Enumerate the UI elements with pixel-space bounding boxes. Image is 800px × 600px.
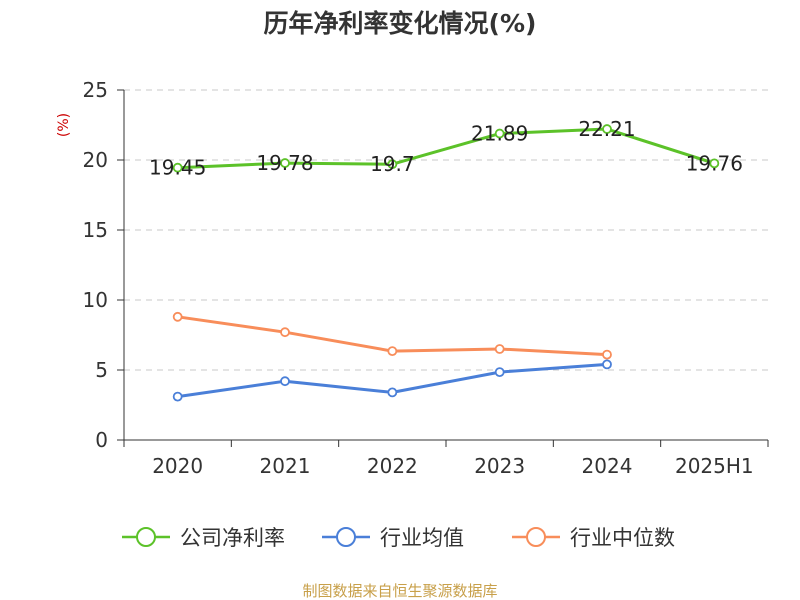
grid-lines	[124, 89, 768, 371]
legend-marker	[336, 527, 356, 547]
data-point	[172, 162, 183, 173]
legend-label: 公司净利率	[180, 526, 285, 550]
data-label: 21.89	[471, 122, 528, 146]
data-label: 19.78	[256, 151, 313, 175]
y-tick-label: 25	[83, 78, 108, 102]
y-tick-label: 15	[83, 218, 108, 242]
data-label: 19.76	[686, 151, 743, 175]
source-note: 制图数据来自恒生聚源数据库	[302, 582, 497, 600]
data-point	[280, 376, 290, 387]
y-tick-label: 5	[95, 358, 108, 382]
data-point	[172, 311, 183, 322]
data-label: 22.21	[578, 117, 635, 141]
data-point	[387, 346, 398, 357]
x-tick-label: 2022	[367, 454, 418, 478]
data-point	[172, 391, 183, 402]
y-tick-label: 20	[83, 148, 108, 172]
data-point	[387, 159, 398, 170]
series-line	[176, 127, 716, 170]
legend-marker	[136, 527, 156, 547]
data-point	[494, 128, 505, 139]
x-tick-label: 2021	[260, 454, 311, 478]
data-label: 19.45	[149, 156, 206, 180]
x-tick-label: 2020	[152, 454, 203, 478]
data-point	[602, 124, 612, 134]
x-tick-label: 2024	[582, 454, 633, 478]
y-axis-unit: (%)	[56, 113, 72, 137]
data-labels: 19.45 19.78 19.7 21.89 22.21 19.76	[149, 117, 743, 180]
data-label: 19.7	[370, 152, 415, 176]
axes: 0 5 10 15 20 25 2020 2021 2022 2023 2024 2025H1	[83, 78, 769, 478]
x-tick-label: 2025H1	[675, 454, 754, 478]
data-point	[280, 158, 290, 168]
data-point	[280, 327, 290, 338]
chart-title: 历年净利率变化情况(%)	[264, 9, 537, 38]
data-point	[602, 359, 612, 370]
x-tick-label: 2023	[474, 454, 525, 478]
legend-label: 行业中位数	[570, 526, 675, 550]
data-point	[709, 158, 720, 169]
data-point	[602, 349, 612, 360]
y-tick-label: 0	[95, 428, 108, 452]
data-point	[494, 344, 505, 354]
data-point	[494, 367, 505, 378]
y-tick-label: 10	[83, 288, 108, 312]
legend: 公司净利率 行业均值 行业中位数	[122, 526, 675, 550]
series	[172, 124, 720, 402]
data-point	[387, 387, 398, 398]
legend-label: 行业均值	[380, 526, 464, 550]
legend-marker	[526, 527, 546, 547]
